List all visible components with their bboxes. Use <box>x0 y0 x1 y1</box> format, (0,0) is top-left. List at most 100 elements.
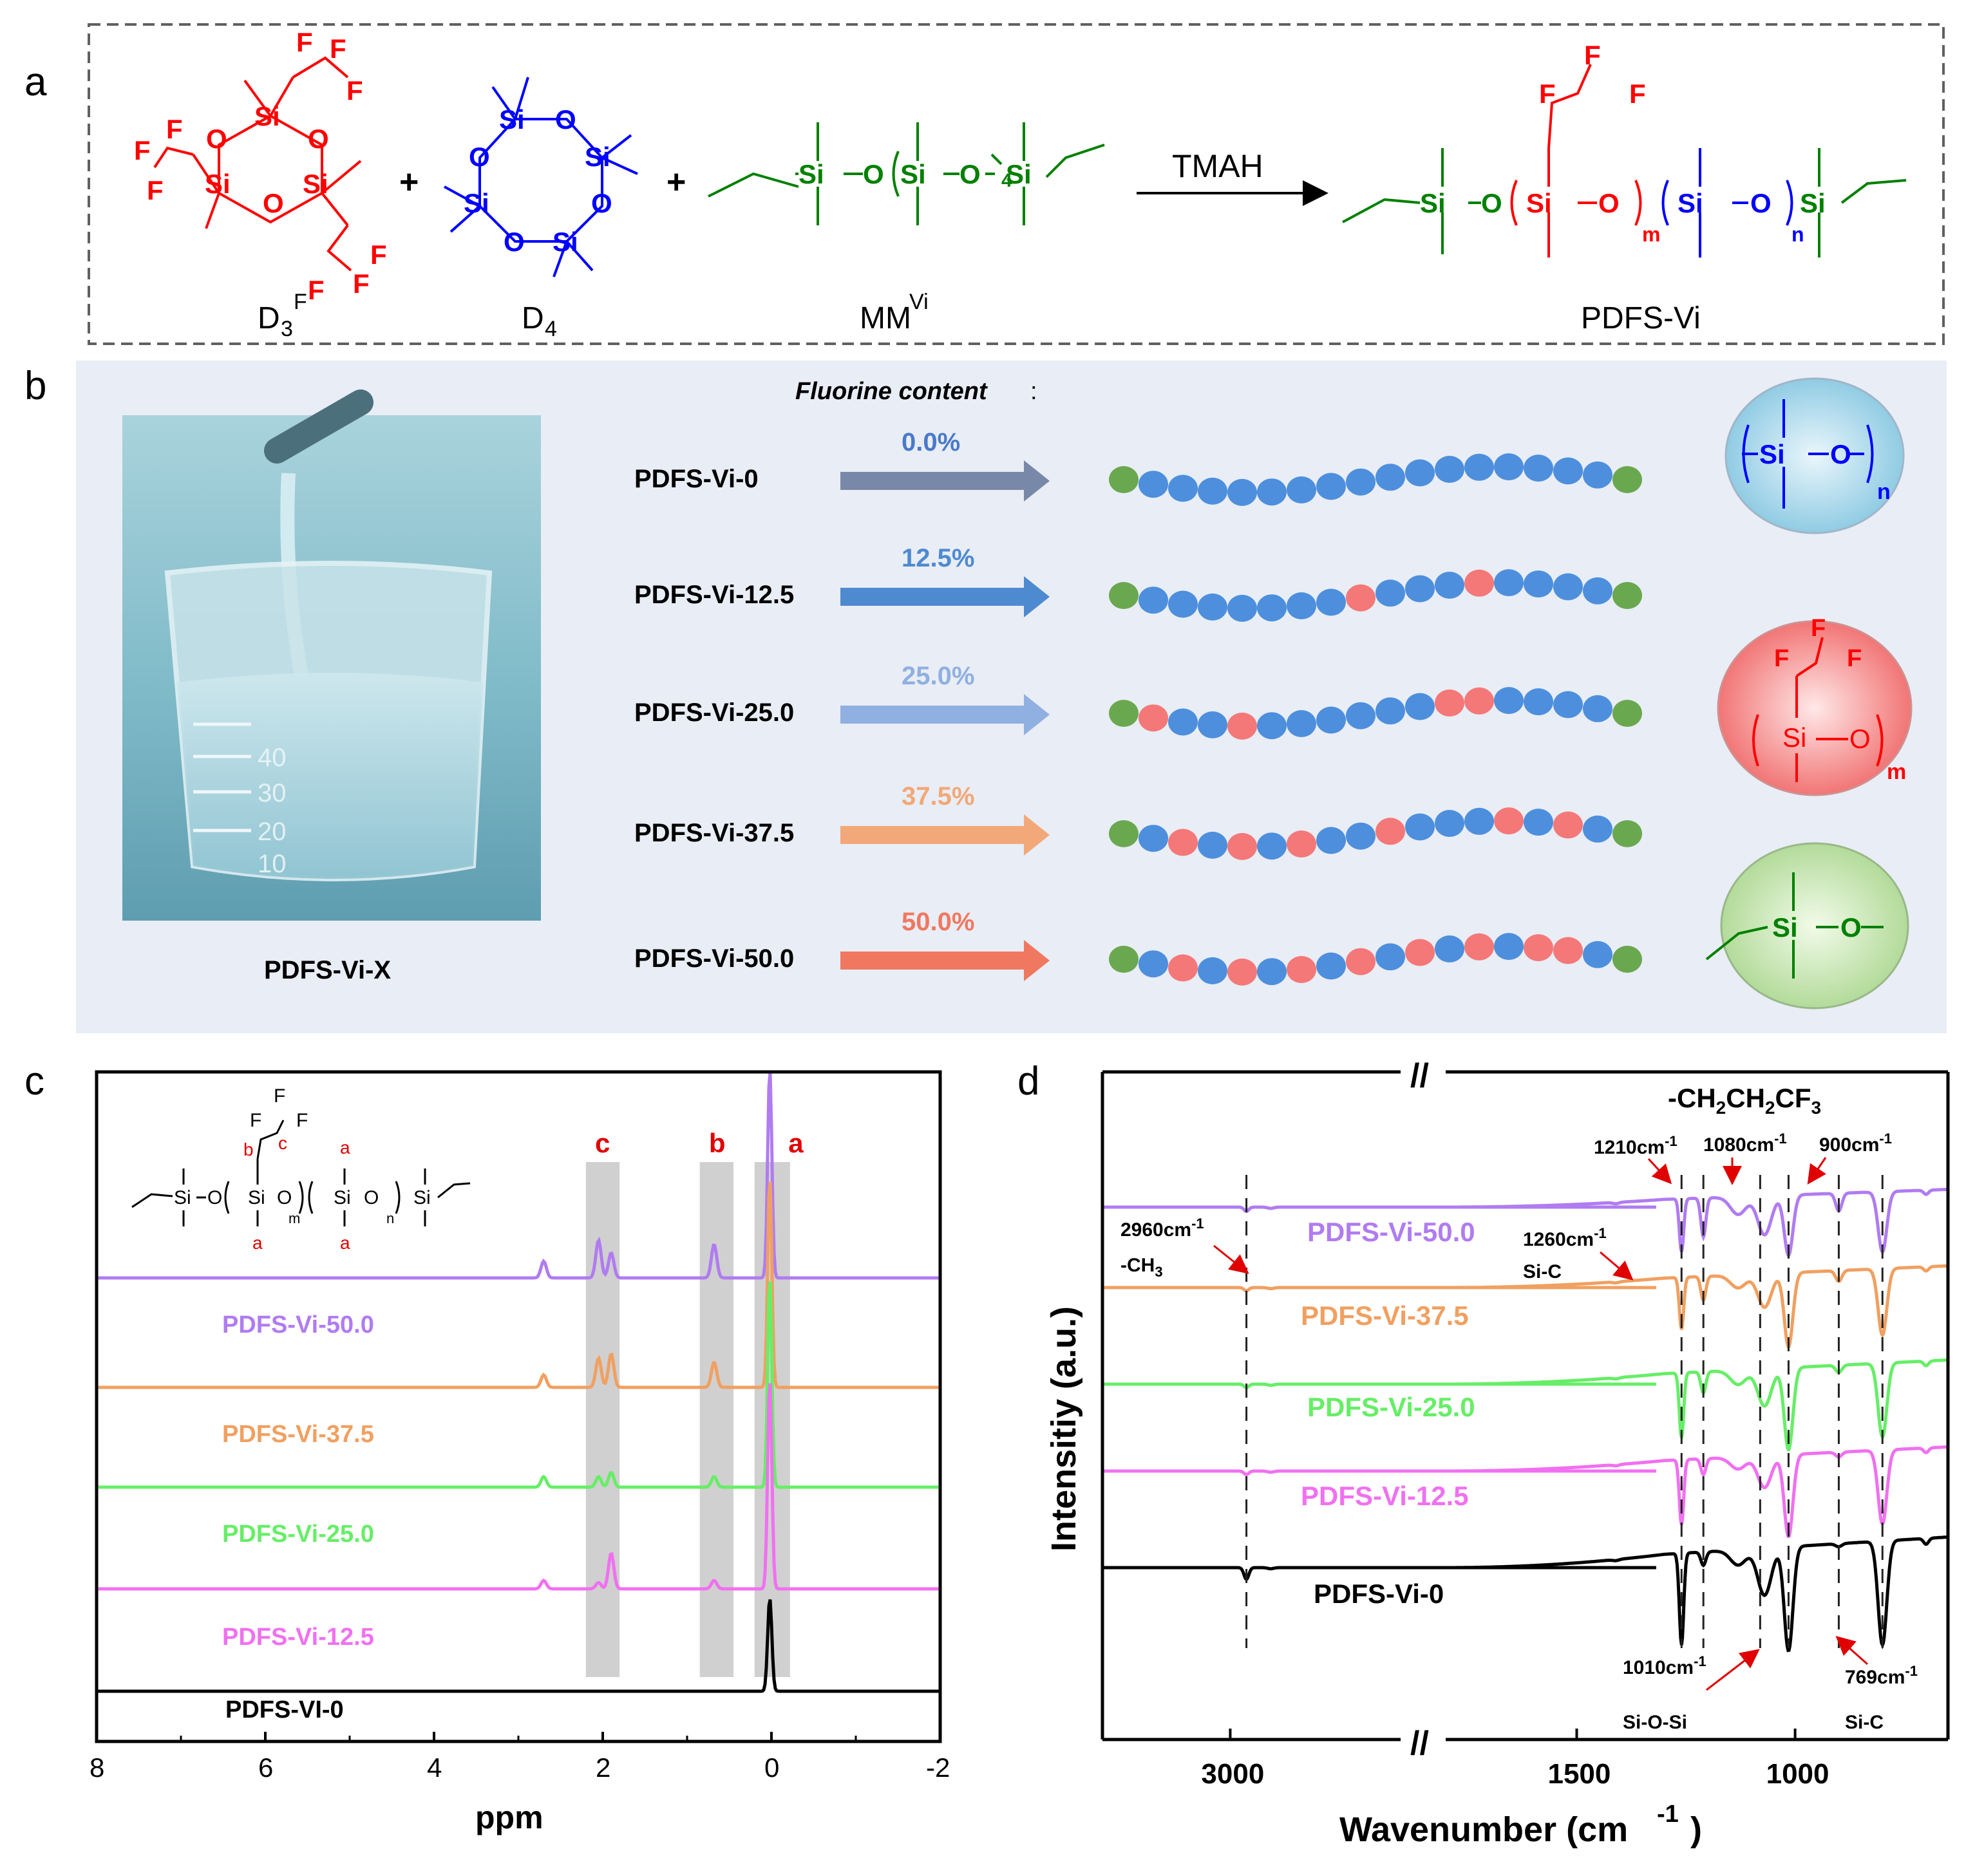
product-atoms: Si O Si O m Si O n Si F F F <box>1420 40 1826 246</box>
svg-text:Si: Si <box>464 188 489 218</box>
svg-text:MM: MM <box>860 301 911 335</box>
svg-text:F: F <box>346 75 363 106</box>
chain-bead <box>1287 476 1316 503</box>
chain-bead <box>1139 825 1168 852</box>
ann-769-sic: Si-C <box>1845 1712 1884 1733</box>
chain-bead <box>1405 813 1435 841</box>
svg-text:c: c <box>278 1133 287 1153</box>
svg-text:Wavenumber (cm: Wavenumber (cm <box>1339 1810 1628 1849</box>
tick-label: 1000 <box>1766 1758 1829 1790</box>
ftir-label-1: PDFS-Vi-37.5 <box>1301 1300 1469 1331</box>
chain-bead <box>1464 933 1494 961</box>
nmr-label-1: PDFS-Vi-37.5 <box>222 1421 374 1448</box>
chain-bead <box>1375 464 1405 491</box>
ftir-annotations: 2960cm-1 -CH3 1260cm-1 Si-C 1210cm-1 108… <box>1120 1130 1918 1733</box>
svg-text:Si: Si <box>553 227 578 257</box>
nmr-x-axis-label: ppm <box>475 1799 543 1835</box>
row-content: 50.0% <box>902 908 974 936</box>
row-name: PDFS-Vi-37.5 <box>634 819 794 847</box>
nmr-line-2 <box>97 1281 940 1489</box>
chain-bead <box>1257 478 1287 506</box>
row-name: PDFS-Vi-0 <box>634 465 759 493</box>
svg-text:Si: Si <box>205 169 231 199</box>
chain-bead <box>1139 950 1168 978</box>
svg-text:F: F <box>166 114 183 144</box>
svg-text:Si: Si <box>585 142 610 172</box>
tick-label: 0 <box>764 1752 779 1783</box>
svg-text:D: D <box>258 301 280 335</box>
svg-text:O: O <box>959 159 981 189</box>
svg-text:Si: Si <box>248 1187 265 1208</box>
row-content: 0.0% <box>902 428 960 456</box>
svg-text:b: b <box>243 1140 254 1159</box>
ann-900: 900cm-1 <box>1819 1130 1892 1156</box>
row-arrow-shaft <box>840 472 1027 490</box>
svg-text:Vi: Vi <box>909 290 929 314</box>
svg-text:F: F <box>1774 645 1789 672</box>
composition-rows: PDFS-Vi-0 0.0% PDFS-Vi-12.5 12.5% PDFS-Vi-25… <box>634 428 1642 986</box>
svg-text:O: O <box>277 1187 292 1208</box>
chain-bead <box>1494 807 1524 835</box>
chain-bead <box>1553 457 1583 485</box>
svg-text:F: F <box>308 275 325 305</box>
product-structure <box>1342 64 1907 258</box>
ann-769: 769cm-1 <box>1845 1663 1918 1688</box>
chain-bead <box>1346 702 1375 729</box>
svg-text:O: O <box>1830 439 1851 469</box>
ftir-line-4-1 <box>1446 1535 1949 1653</box>
nmr-label-3: PDFS-Vi-12.5 <box>222 1624 374 1651</box>
svg-text:F: F <box>294 290 307 314</box>
svg-text:m: m <box>1642 223 1660 246</box>
svg-text:Si: Si <box>1782 722 1806 753</box>
d4-atoms: Si O Si O Si O Si O <box>464 104 612 257</box>
plus-2: + <box>666 164 686 201</box>
row-1: PDFS-Vi-12.5 12.5% <box>634 544 1642 622</box>
chain-bead <box>1109 466 1139 493</box>
chain-bead <box>1257 594 1287 622</box>
row-arrow-shaft <box>840 588 1027 606</box>
ftir-line-1-1 <box>1446 1264 1948 1348</box>
beaker-graduations <box>193 722 251 832</box>
svg-text:Si: Si <box>1678 188 1703 218</box>
d4-structure <box>444 77 638 277</box>
chain-bead <box>1257 712 1287 740</box>
panel-c: c c b a PDFS-Vi-50.0 PDFS-Vi-37.5 PDFS-Vi-25… <box>24 1059 950 1835</box>
panel-letter-a: a <box>24 60 47 104</box>
chain-bead <box>1612 946 1642 973</box>
chain-bead <box>1198 593 1227 621</box>
chain-bead <box>1553 937 1583 964</box>
shade-label-a: a <box>788 1128 804 1158</box>
svg-text:F: F <box>296 27 313 57</box>
legend-unit-trifluoropropyl: Si F F F O m <box>1717 615 1913 796</box>
row-content: 37.5% <box>902 782 974 811</box>
chain-bead <box>1257 832 1287 860</box>
svg-text:O: O <box>504 227 525 257</box>
chain-bead <box>1405 939 1435 966</box>
beaker-numbers: 40 30 20 10 <box>258 744 287 878</box>
row-3: PDFS-Vi-37.5 37.5% <box>634 782 1642 860</box>
chain-bead <box>1375 943 1405 971</box>
panel-letter-c: c <box>24 1059 44 1103</box>
chain-bead <box>1198 957 1227 984</box>
shade-c <box>585 1162 620 1677</box>
row-content: 25.0% <box>902 662 974 690</box>
chain-bead <box>1346 584 1375 612</box>
ftir-line-2-0 <box>1102 1382 1656 1389</box>
panel-d: d PDFS-Vi-50.0PDFS-Vi-37.5PDFS-Vi-25.0PD… <box>1017 1057 1950 1849</box>
chain-bead <box>1287 710 1316 737</box>
chain-bead <box>1227 712 1257 740</box>
svg-text:O: O <box>1840 912 1862 943</box>
row-0: PDFS-Vi-0 0.0% <box>634 428 1642 506</box>
tick-label: -2 <box>926 1752 950 1783</box>
tick-label: 8 <box>90 1752 104 1783</box>
chain-bead <box>1287 956 1316 983</box>
chain-bead <box>1375 697 1405 725</box>
svg-text:m: m <box>288 1210 300 1226</box>
chain-bead <box>1109 946 1139 973</box>
svg-text:n: n <box>1877 480 1891 504</box>
svg-text:O: O <box>1849 724 1871 754</box>
svg-text:O: O <box>1598 188 1620 218</box>
ftir-label-2: PDFS-Vi-25.0 <box>1307 1392 1475 1422</box>
ann-2960: 2960cm-1 <box>1120 1215 1204 1241</box>
